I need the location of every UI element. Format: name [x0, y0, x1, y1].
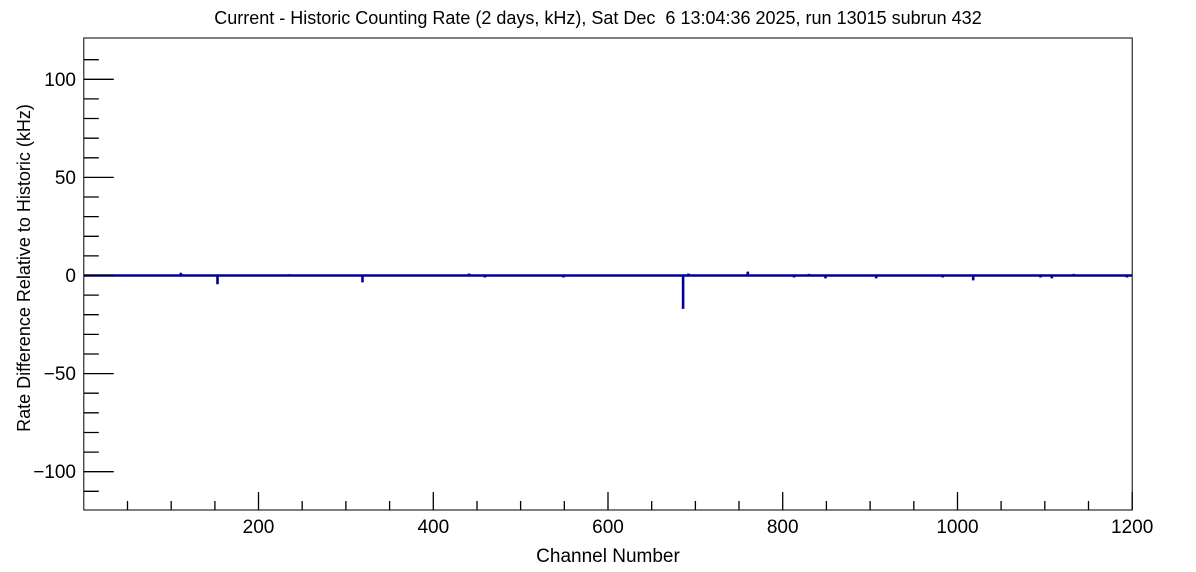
- x-tick-label: 1200: [1111, 517, 1153, 538]
- y-tick-label: 0: [65, 266, 76, 287]
- x-tick-label: 800: [767, 517, 799, 538]
- x-axis-title: Channel Number: [536, 546, 680, 567]
- y-tick-label: −100: [33, 462, 76, 483]
- y-tick-label: 100: [44, 70, 76, 91]
- x-tick-label: 600: [592, 517, 624, 538]
- axis-ticks: [83, 59, 1133, 510]
- y-tick-label: 50: [55, 168, 76, 189]
- x-tick-label: 200: [243, 517, 275, 538]
- plot-frame: [83, 37, 1133, 511]
- x-tick-label: 1000: [936, 517, 978, 538]
- x-tick-label: 400: [417, 517, 449, 538]
- y-axis-title: Rate Difference Relative to Historic (kH…: [14, 104, 34, 432]
- y-tick-label: −50: [44, 364, 76, 385]
- chart-title: Current - Historic Counting Rate (2 days…: [214, 8, 982, 28]
- data-series-line: [83, 271, 1133, 309]
